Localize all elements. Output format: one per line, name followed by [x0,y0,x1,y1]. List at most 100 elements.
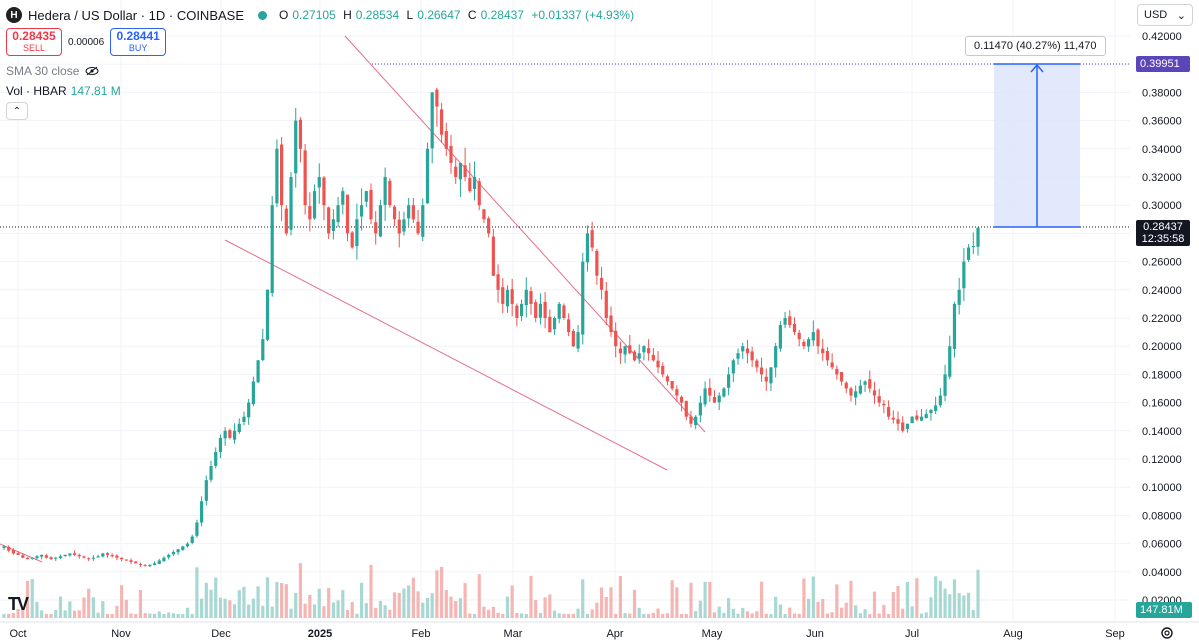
volume-bar [237,590,241,618]
candle-body [971,246,975,248]
volume-bar [105,614,110,618]
x-tick-label: Nov [111,628,131,640]
volume-bar [755,611,759,618]
volume-bar [557,613,561,618]
volume-bar [750,613,754,618]
tradingview-logo[interactable]: TV [8,594,29,614]
candle-body [632,351,637,361]
candle-body [402,219,406,232]
currency-select[interactable]: USD ⌄ [1137,4,1193,26]
volume-bar [317,588,321,618]
volume-bar [129,613,133,618]
volume-bar [703,581,707,618]
candle-body [741,346,745,352]
volume-bar [929,597,933,618]
volume-bar [261,605,265,618]
candle-body [449,145,453,163]
volume-bar [712,612,717,618]
candle-body [571,330,575,347]
eye-off-icon[interactable] [85,66,99,76]
candle-body [218,437,223,452]
candle-body [247,402,251,418]
volume-bar [614,614,618,618]
volume-indicator-legend[interactable]: Vol · HBAR 147.81 M [6,84,121,98]
volume-bar [595,602,599,618]
volume-bar [7,613,11,618]
y-tick-label: 0.42000 [1142,31,1182,43]
vol-label: Vol · HBAR [6,84,67,98]
volume-bar [731,608,735,618]
candle-body [703,388,707,405]
volume-bar [934,576,938,618]
candle-body [590,230,594,248]
volume-bar [524,614,528,618]
candle-body [444,131,448,149]
volume-bar [360,582,364,618]
volume-bar [952,579,957,618]
candle-body [585,233,590,263]
buy-price: 0.28441 [116,29,160,43]
candle-body [524,289,528,306]
volume-bar [49,613,53,618]
candle-body [567,319,571,333]
volume-bar [642,613,646,618]
volume-bar [82,597,86,618]
chevron-up-icon[interactable]: ⌃ [6,102,28,120]
volume-bar [209,589,213,618]
candle-body [727,374,731,388]
candle-body [369,189,373,220]
sma-indicator-legend[interactable]: SMA 30 close [6,64,99,78]
volume-bar [388,609,392,618]
volume-bar [938,580,942,618]
volume-bar [21,606,25,618]
candle-body [637,353,641,359]
volume-bar [957,593,961,618]
candle-body [538,303,543,318]
candle-body [529,291,533,304]
volume-bar [915,578,919,618]
currency-value: USD [1144,9,1168,21]
volume-bar [708,581,712,618]
candle-body [185,543,190,547]
sell-button[interactable]: 0.28435 SELL [6,28,62,56]
volume-bar [858,613,862,618]
candle-body [204,480,208,501]
candle-body [835,368,839,375]
volume-bar [665,613,670,618]
candle-body [336,205,340,223]
volume-bar [157,611,161,618]
candle-body [439,109,444,135]
buy-button[interactable]: 0.28441 BUY [110,28,167,56]
candle-body [468,177,472,192]
upper-trendline [344,35,706,433]
candle-body [251,381,255,405]
volume-bar [374,607,378,618]
volume-bar [609,587,613,618]
candle-body [482,209,486,220]
candle-body [882,403,886,406]
low-value: 0.26647 [417,8,461,22]
volume-bar [341,590,345,618]
candle-body [609,315,613,333]
volume-bar [16,609,20,618]
candle-body [708,387,712,396]
candle-body [472,177,477,189]
volume-bar [181,613,185,618]
x-tick-label: Mar [504,628,523,640]
gear-icon[interactable] [1160,626,1174,640]
volume-bar [835,584,839,618]
symbol-title[interactable]: Hedera / US Dollar · 1D · COINBASE [28,7,245,23]
symbol-header: H Hedera / US Dollar · 1D · COINBASE O 0.… [6,6,638,24]
current-price-tag: 0.28437 12:35:58 [1136,220,1190,246]
trade-panel: 0.28435 SELL 0.00006 0.28441 BUY [6,28,167,56]
volume-bar [435,570,439,618]
candle-body [698,402,702,416]
target-price-tag: 0.39951 [1136,56,1190,72]
volume-bar [924,612,928,618]
candle-body [91,557,96,559]
candle-body [778,325,782,349]
volume-bar [369,564,373,618]
candle-body [694,416,698,426]
volume-bar [505,596,510,618]
